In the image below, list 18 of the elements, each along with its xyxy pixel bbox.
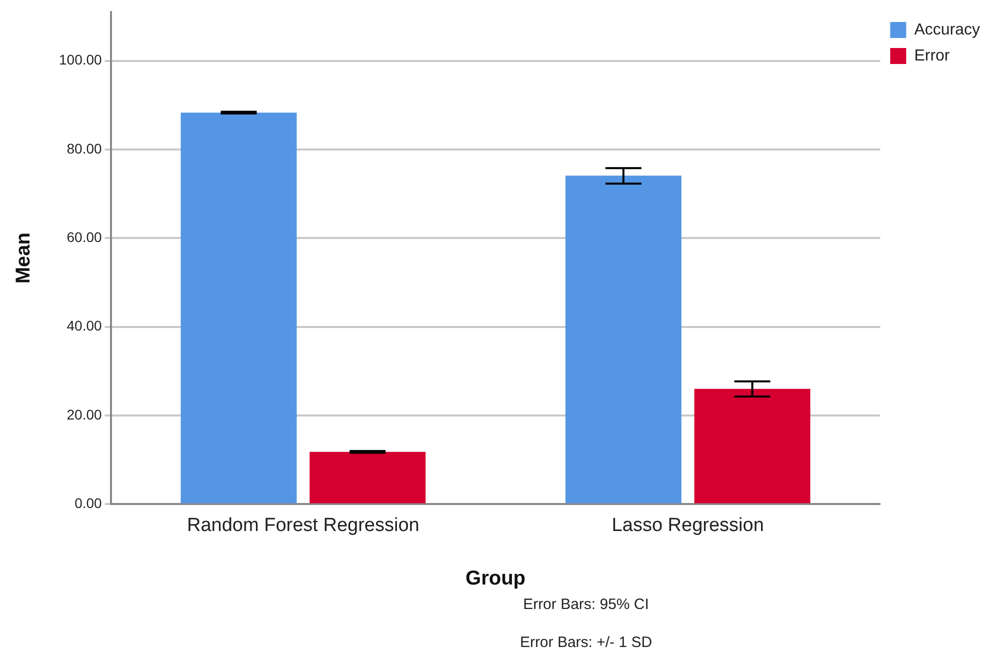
bar <box>310 452 426 504</box>
legend-label: Error <box>914 47 950 64</box>
bar <box>694 388 810 504</box>
text: Error Bars: +/- 1 SD <box>518 634 654 653</box>
bar <box>180 112 297 504</box>
bar <box>565 176 682 504</box>
y-tick-label: 80.00 <box>66 140 102 156</box>
text: Error Bars: 95% CI <box>522 596 650 615</box>
x-axis-title: Group <box>466 568 526 590</box>
y-tick-label: 60.00 <box>66 229 102 246</box>
legend-label: Accuracy <box>914 21 980 38</box>
y-tick-label: 40.00 <box>66 318 102 334</box>
y-axis-title: Mean <box>12 232 35 284</box>
y-tick-label: 0.00 <box>74 495 102 512</box>
x-tick-label: Random Forest Regression <box>187 514 420 536</box>
y-tick-label: 20.00 <box>66 406 102 422</box>
y-tick-label: 100.00 <box>58 52 102 68</box>
x-tick-label: Lasso Regression <box>612 514 764 536</box>
